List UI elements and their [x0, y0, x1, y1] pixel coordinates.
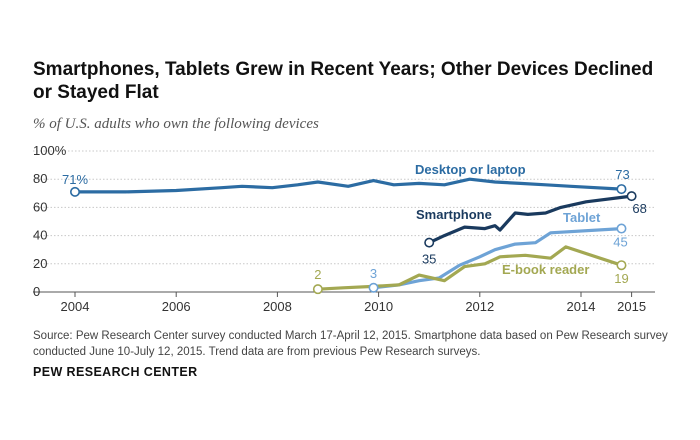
- y-tick-label: 0: [33, 284, 40, 299]
- y-tick-label: 20: [33, 256, 47, 271]
- x-tick-label: 2012: [465, 299, 494, 314]
- line-chart: 0 20 40 60 80 100% 2004 2006 2008 2010 2012 2014 201…: [33, 143, 655, 314]
- series-end-marker: [616, 260, 627, 271]
- x-tick-label: 2015: [617, 299, 646, 314]
- series-end-value: 73: [615, 167, 629, 182]
- x-tick-label: 2006: [162, 299, 191, 314]
- series-end-value: 45: [613, 235, 627, 250]
- series-end-value: 68: [632, 201, 646, 216]
- gridlines: [33, 150, 655, 293]
- series-label-tablet: Tablet: [563, 210, 601, 225]
- series-label-ebook: E-book reader: [502, 262, 589, 277]
- series-start-marker: [312, 284, 323, 295]
- x-tick-label: 2014: [567, 299, 596, 314]
- x-tick-label: 2010: [364, 299, 393, 314]
- series-end-value: 19: [614, 271, 628, 286]
- x-tick-label: 2004: [61, 299, 90, 314]
- series-start-marker: [424, 237, 435, 248]
- source-note: Source: Pew Research Center survey condu…: [33, 330, 668, 358]
- series-label-desktop: Desktop or laptop: [415, 162, 526, 177]
- series-start-marker: [368, 282, 379, 293]
- series-start-value: 2: [314, 267, 321, 282]
- chart-subtitle: % of U.S. adults who own the following d…: [33, 116, 319, 132]
- axis-ticks: 0 20 40 60 80 100% 2004 2006 2008 2010 2012 2014 201…: [33, 143, 646, 314]
- series-line: [427, 194, 634, 245]
- y-tick-label: 80: [33, 171, 47, 186]
- series-end-marker: [626, 191, 637, 202]
- y-tick-label: 40: [33, 228, 47, 243]
- series-start-value: 35: [422, 252, 436, 267]
- series-end-marker: [616, 184, 627, 195]
- brand-footer: PEW RESEARCH CENTER: [33, 365, 198, 379]
- series-start-value: 71%: [62, 172, 88, 187]
- chart-title: Smartphones, Tablets Grew in Recent Year…: [33, 59, 654, 103]
- series-line: [371, 227, 624, 290]
- series-markers: [70, 184, 637, 295]
- x-tick-label: 2008: [263, 299, 292, 314]
- y-tick-label: 60: [33, 199, 47, 214]
- series-start-marker: [70, 186, 81, 197]
- series-line: [73, 177, 624, 194]
- series-start-value: 3: [370, 266, 377, 281]
- series-labels: Desktop or laptop Smartphone Tablet E-bo…: [62, 162, 647, 286]
- y-tick-label: 100%: [33, 143, 67, 158]
- series-label-smartphone: Smartphone: [416, 207, 492, 222]
- series-end-marker: [616, 223, 627, 234]
